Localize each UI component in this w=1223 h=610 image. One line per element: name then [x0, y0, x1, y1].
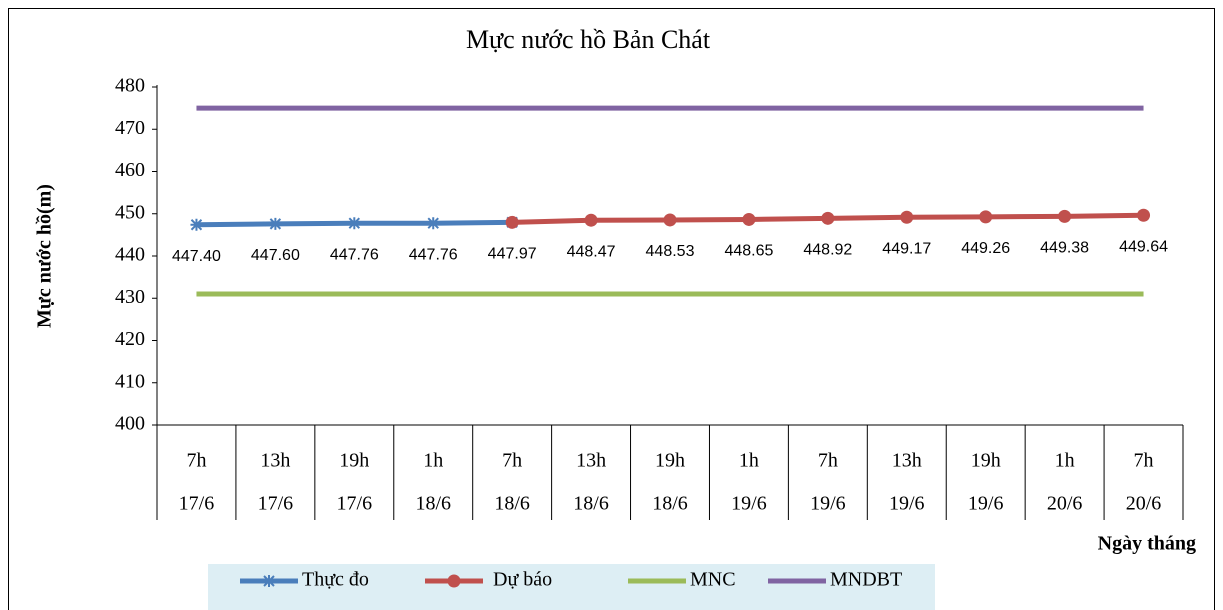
x-tick-label: 19/6 — [810, 493, 846, 515]
legend-label: Dự báo — [493, 569, 552, 591]
y-tick-label: 450 — [115, 201, 145, 223]
data-label: 449.64 — [1119, 238, 1168, 255]
legend-marker — [263, 575, 275, 587]
x-tick-label: 1h — [739, 450, 759, 472]
data-label: 449.17 — [882, 240, 931, 257]
x-tick-label: 1h — [423, 450, 443, 472]
legend-label: Thực đo — [302, 569, 369, 591]
data-label: 448.92 — [803, 242, 852, 259]
chart-title: Mực nước hồ Bản Chát — [466, 25, 711, 54]
y-axis-label: Mực nước hồ(m) — [34, 184, 56, 328]
x-tick-label: 19h — [339, 450, 369, 472]
legend-label: MNDBT — [830, 569, 902, 591]
y-tick-label: 480 — [115, 75, 145, 97]
x-tick-label: 17/6 — [258, 493, 294, 515]
marker — [742, 212, 756, 226]
x-axis-label: Ngày tháng — [1098, 533, 1196, 555]
x-tick-label: 7h — [502, 450, 522, 472]
y-tick-label: 410 — [115, 370, 145, 392]
marker — [900, 210, 914, 224]
legend — [208, 564, 935, 610]
marker — [348, 217, 361, 230]
data-label: 448.65 — [724, 243, 773, 260]
data-label: 447.76 — [330, 246, 379, 263]
x-tick-label: 19/6 — [889, 493, 925, 515]
data-label: 449.38 — [1040, 240, 1089, 257]
marker — [979, 210, 993, 224]
x-tick-label: 19h — [655, 450, 685, 472]
x-tick-label: 18/6 — [652, 493, 688, 515]
x-tick-label: 18/6 — [494, 493, 530, 515]
x-tick-label: 18/6 — [573, 493, 609, 515]
marker — [1058, 209, 1072, 223]
y-tick-label: 400 — [115, 413, 145, 435]
marker — [1137, 208, 1151, 222]
y-tick-label: 420 — [115, 328, 145, 350]
marker — [427, 217, 440, 230]
marker — [505, 215, 519, 229]
data-label: 447.60 — [251, 247, 300, 264]
data-label: 447.97 — [488, 246, 537, 263]
x-tick-label: 19/6 — [968, 493, 1004, 515]
x-tick-label: 17/6 — [179, 493, 215, 515]
y-tick-label: 440 — [115, 244, 145, 266]
legend-label: MNC — [690, 569, 736, 591]
x-tick-label: 7h — [186, 450, 206, 472]
marker — [663, 213, 677, 227]
marker — [190, 218, 203, 231]
marker — [584, 213, 598, 227]
y-tick-label: 470 — [115, 117, 145, 139]
data-label: 448.53 — [646, 243, 695, 260]
x-tick-label: 18/6 — [415, 493, 451, 515]
data-label: 447.76 — [409, 246, 458, 263]
x-tick-label: 19/6 — [731, 493, 767, 515]
data-label: 447.40 — [172, 248, 221, 265]
x-tick-label: 1h — [1055, 450, 1075, 472]
x-tick-label: 13h — [260, 450, 290, 472]
x-tick-label: 20/6 — [1047, 493, 1083, 515]
y-tick-label: 430 — [115, 286, 145, 308]
chart-border — [8, 8, 1215, 610]
x-tick-label: 19h — [971, 450, 1001, 472]
y-tick-label: 460 — [115, 159, 145, 181]
x-tick-label: 13h — [892, 450, 922, 472]
data-label: 448.47 — [567, 243, 616, 260]
legend-marker — [447, 574, 461, 588]
marker — [821, 211, 835, 225]
x-tick-label: 7h — [818, 450, 838, 472]
data-label: 449.26 — [961, 240, 1010, 257]
x-tick-label: 17/6 — [337, 493, 373, 515]
x-tick-label: 13h — [576, 450, 606, 472]
marker — [269, 217, 282, 230]
x-tick-label: 20/6 — [1126, 493, 1162, 515]
x-tick-label: 7h — [1134, 450, 1154, 472]
